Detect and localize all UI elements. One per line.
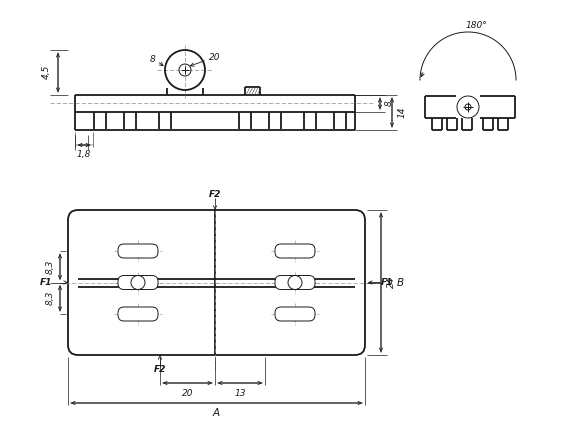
FancyBboxPatch shape bbox=[68, 210, 365, 355]
Text: 180°: 180° bbox=[465, 21, 487, 31]
Text: 24: 24 bbox=[386, 277, 396, 288]
Text: 4,5: 4,5 bbox=[41, 65, 51, 79]
Text: F1: F1 bbox=[381, 278, 393, 287]
FancyBboxPatch shape bbox=[275, 244, 315, 258]
FancyBboxPatch shape bbox=[118, 307, 158, 321]
Text: 8: 8 bbox=[385, 100, 393, 106]
Text: F2: F2 bbox=[209, 191, 221, 200]
Text: F2: F2 bbox=[154, 365, 166, 375]
Text: 8,3: 8,3 bbox=[45, 291, 55, 306]
FancyBboxPatch shape bbox=[275, 276, 315, 290]
FancyBboxPatch shape bbox=[275, 307, 315, 321]
Text: 13: 13 bbox=[234, 388, 246, 398]
Text: B: B bbox=[396, 277, 403, 287]
Text: 14: 14 bbox=[398, 106, 406, 118]
Text: 8: 8 bbox=[150, 55, 156, 65]
Text: 20: 20 bbox=[210, 54, 221, 62]
Text: A: A bbox=[213, 408, 220, 418]
Text: F1: F1 bbox=[40, 278, 52, 287]
Text: 8,3: 8,3 bbox=[45, 259, 55, 274]
FancyBboxPatch shape bbox=[118, 276, 158, 290]
FancyBboxPatch shape bbox=[118, 244, 158, 258]
Text: 20: 20 bbox=[182, 388, 193, 398]
Text: 1,8: 1,8 bbox=[77, 150, 91, 160]
